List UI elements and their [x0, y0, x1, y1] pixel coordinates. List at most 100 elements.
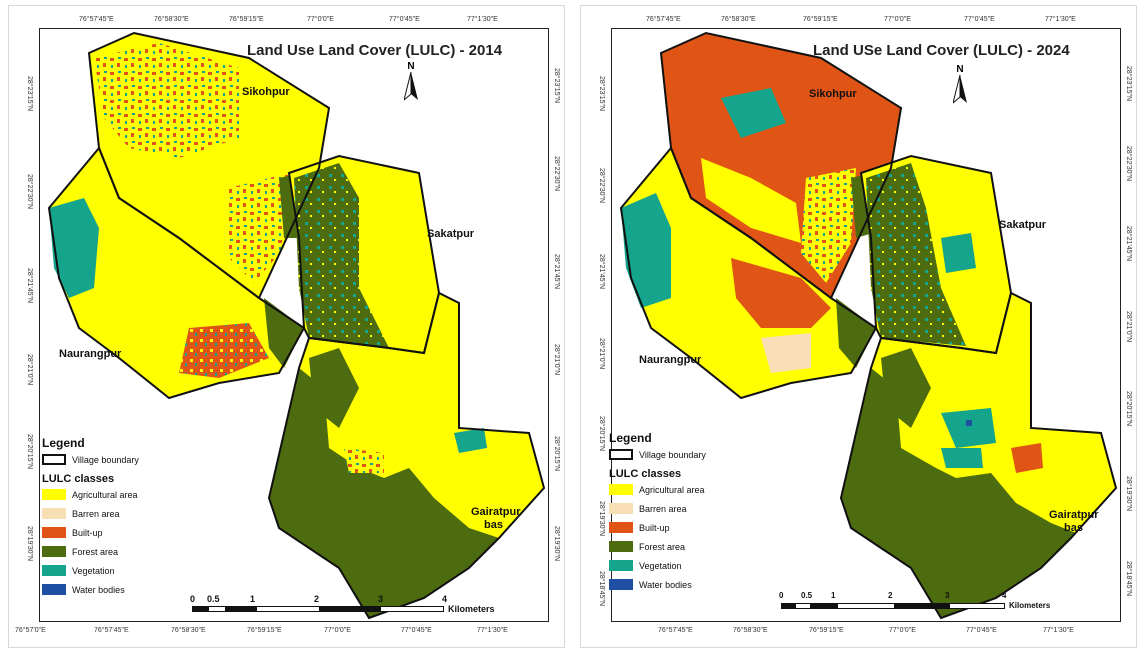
legend-item: Forest area	[609, 537, 706, 556]
map-title: Land Use Land Cover (LULC) - 2014	[247, 42, 503, 59]
village-label-sakatpur: Sakatpur	[427, 228, 475, 240]
legend-item: Agricultural area	[609, 480, 706, 499]
right-tick: 28°21'0"N	[1125, 311, 1132, 343]
scale-seg	[225, 607, 257, 611]
left-tick: 28°21'0"N	[598, 338, 605, 370]
map-title: Land USe Land Cover (LULC) - 2024	[813, 42, 1070, 59]
north-label: N	[956, 64, 964, 75]
right-tick: 28°22'30"N	[1125, 146, 1132, 182]
legend-label: Barren area	[639, 503, 687, 514]
right-tick: 28°23'15"N	[1125, 66, 1132, 102]
scale-seg	[319, 607, 381, 611]
right-tick: 28°20'15"N	[553, 436, 560, 472]
legend-label: Village boundary	[72, 454, 139, 465]
village-label-naurangpur: Naurangpur	[59, 348, 122, 360]
scale-label: 4	[442, 594, 448, 604]
scale-seg	[209, 607, 225, 611]
right-tick: 28°21'45"N	[1125, 226, 1132, 262]
legend-label: Agricultural area	[639, 484, 705, 495]
right-tick: 28°23'15"N	[553, 68, 560, 104]
left-tick: 28°22'30"N	[26, 174, 33, 210]
legend-item: Vegetation	[609, 556, 706, 575]
legend-item: Agricultural area	[42, 485, 139, 504]
right-tick: 28°21'45"N	[553, 254, 560, 290]
left-tick: 28°20'15"N	[598, 416, 605, 452]
legend-label: Vegetation	[639, 560, 682, 571]
scale-unit: Kilometers	[448, 604, 495, 614]
lulc-map-2024	[619, 31, 1118, 620]
boundary-swatch	[609, 449, 633, 460]
scale-label: 0	[190, 594, 196, 604]
village-label-sakatpur: Sakatpur	[999, 219, 1047, 231]
forest-swatch	[609, 541, 633, 552]
legend-label: Built-up	[639, 522, 670, 533]
village-label-gairatpur: Gairatpur	[1049, 509, 1099, 521]
top-tick: 77°0'45"E	[964, 16, 995, 23]
builtup-swatch	[609, 522, 633, 533]
scale-label: 2	[888, 591, 893, 600]
legend-item: Water bodies	[42, 580, 139, 599]
legend-label: Forest area	[639, 541, 686, 552]
legend-item: Forest area	[42, 542, 139, 561]
top-tick: 76°59'15"E	[803, 16, 838, 23]
scale-label: 0	[779, 591, 784, 600]
left-tick: 28°20'15"N	[26, 434, 33, 470]
bottom-tick: 76°57'45"E	[658, 627, 693, 634]
top-tick: 76°57'45"E	[79, 16, 114, 23]
left-tick: 28°21'0"N	[26, 354, 33, 386]
legend-label: Built-up	[72, 527, 103, 538]
top-tick: 77°0'0"E	[307, 16, 334, 23]
legend-boundary: Village boundary	[609, 445, 706, 464]
legend-title: Legend	[42, 436, 85, 450]
top-tick: 76°58'30"E	[154, 16, 189, 23]
village-label-gairatpur: Gairatpur	[471, 506, 521, 518]
legend-classes-title: LULC classes	[42, 473, 115, 485]
legend-label: Water bodies	[72, 584, 125, 595]
top-tick: 77°0'45"E	[389, 16, 420, 23]
map-panel-2024: 76°57'45"E 76°58'30"E 76°59'15"E 77°0'0"…	[580, 5, 1137, 648]
legend-item: Vegetation	[42, 561, 139, 580]
water-swatch	[609, 579, 633, 590]
north-arrow: N	[952, 64, 967, 110]
village-label-bas: bas	[484, 519, 503, 531]
bottom-tick: 77°1'30"E	[1043, 627, 1074, 634]
map-panel-2014: 76°57'45"E 76°58'30"E 76°59'15"E 77°0'0"…	[8, 5, 565, 648]
scale-bar-graphic	[781, 603, 1005, 609]
left-tick: 28°22'30"N	[598, 168, 605, 204]
scale-label: 0.5	[207, 594, 220, 604]
legend-label: Vegetation	[72, 565, 115, 576]
vegetation-swatch	[609, 560, 633, 571]
bottom-tick: 77°0'45"E	[966, 627, 997, 634]
forest-swatch	[42, 546, 66, 557]
scale-bar: 0 0.5 1 2 3 4 Kilometers	[190, 594, 522, 616]
right-tick: 28°19'30"N	[553, 526, 560, 562]
scale-seg	[894, 604, 950, 608]
legend: Legend Village boundary LULC classes Agr…	[609, 431, 706, 594]
legend-label: Water bodies	[639, 579, 692, 590]
scale-label: 1	[250, 594, 256, 604]
scale-label: 4	[1002, 591, 1007, 600]
legend-classes-title: LULC classes	[609, 468, 682, 480]
legend-item: Built-up	[42, 523, 139, 542]
scale-seg	[381, 607, 443, 611]
bottom-tick: 76°59'15"E	[809, 627, 844, 634]
legend-label: Agricultural area	[72, 489, 138, 500]
scale-seg	[257, 607, 319, 611]
top-tick: 77°1'30"E	[467, 16, 498, 23]
scale-label: 3	[945, 591, 950, 600]
north-arrow: N	[403, 61, 418, 107]
agricultural-swatch	[42, 489, 66, 500]
top-tick: 77°0'0"E	[884, 16, 911, 23]
legend-item: Built-up	[609, 518, 706, 537]
scale-label: 3	[378, 594, 384, 604]
left-tick: 28°18'45"N	[598, 571, 605, 607]
left-tick: 28°19'30"N	[26, 526, 33, 562]
legend-item: Barren area	[42, 504, 139, 523]
lulc-map-2014	[47, 31, 546, 620]
left-tick: 28°23'15"N	[598, 76, 605, 112]
water-swatch	[42, 584, 66, 595]
map-frame	[611, 28, 1121, 622]
village-label-sikohpur: Sikohpur	[809, 88, 857, 100]
barren-swatch	[609, 503, 633, 514]
village-label-sikohpur: Sikohpur	[242, 86, 290, 98]
